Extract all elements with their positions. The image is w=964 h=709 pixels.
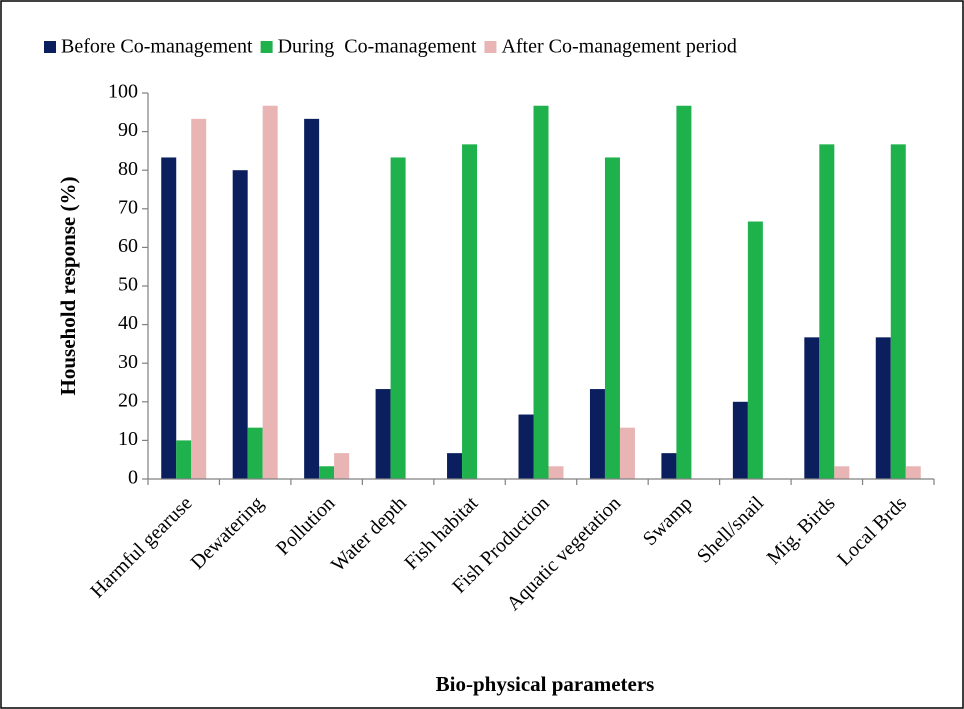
bar xyxy=(804,337,820,479)
legend-label: During Co-management xyxy=(278,36,477,58)
y-tick-label: 80 xyxy=(118,158,138,180)
bar xyxy=(819,144,835,479)
bar xyxy=(447,453,463,479)
x-axis-title: Bio-physical parameters xyxy=(436,672,655,696)
bar xyxy=(589,389,605,479)
legend-label: After Co-management period xyxy=(501,36,736,58)
bar xyxy=(262,105,278,479)
bar xyxy=(604,157,620,479)
bar xyxy=(334,453,350,479)
y-axis-title: Household response (%) xyxy=(56,177,80,396)
bar xyxy=(905,466,921,479)
bar xyxy=(518,414,534,479)
bar xyxy=(747,221,763,479)
bar xyxy=(834,466,850,479)
y-tick-label: 100 xyxy=(108,81,138,103)
bar xyxy=(890,144,906,479)
legend-swatch xyxy=(44,41,56,53)
bar xyxy=(533,105,549,479)
bar xyxy=(732,401,748,479)
bar xyxy=(247,427,263,479)
y-tick-label: 70 xyxy=(118,196,138,218)
legend-swatch xyxy=(484,41,497,53)
bar xyxy=(304,118,320,479)
bar xyxy=(375,389,391,479)
y-tick-label: 10 xyxy=(118,428,138,450)
y-tick-label: 40 xyxy=(118,312,138,334)
y-tick-label: 60 xyxy=(118,235,138,257)
y-tick-label: 0 xyxy=(128,467,138,489)
bar xyxy=(548,466,564,479)
bar xyxy=(191,118,207,479)
y-tick-label: 30 xyxy=(118,351,138,373)
bar xyxy=(319,466,335,479)
y-tick-label: 50 xyxy=(118,274,138,296)
y-tick-label: 20 xyxy=(118,389,138,411)
legend-swatch xyxy=(260,41,273,53)
legend-label: Before Co-management xyxy=(61,36,253,58)
bar xyxy=(232,170,248,479)
bar xyxy=(176,440,192,479)
bar xyxy=(161,157,177,479)
bar xyxy=(462,144,478,479)
y-tick-label: 90 xyxy=(118,119,138,141)
bar xyxy=(676,105,692,479)
bar xyxy=(661,453,677,479)
bar xyxy=(390,157,406,479)
bar xyxy=(619,427,635,479)
bar xyxy=(875,337,891,479)
